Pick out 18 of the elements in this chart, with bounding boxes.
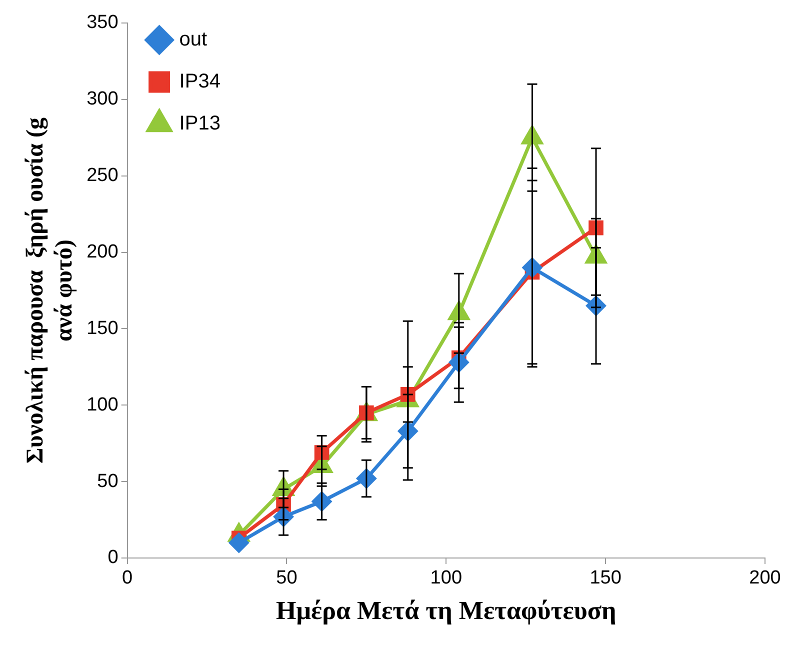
y-tick-label: 0 — [108, 547, 118, 568]
x-tick-label: 150 — [590, 568, 622, 589]
y-tick-label: 100 — [86, 394, 118, 416]
x-tick-label: 0 — [122, 568, 133, 589]
legend-label: IP34 — [179, 70, 220, 93]
x-tick-label: 100 — [430, 568, 462, 589]
x-tick-label: 50 — [276, 568, 298, 589]
x-axis-title: Ημέρα Μετά τη Μεταφύτευση — [276, 596, 616, 626]
y-tick-label: 300 — [86, 88, 118, 110]
y-tick-label: 200 — [86, 242, 118, 263]
y-tick-label: 150 — [86, 318, 118, 339]
legend-label: IP13 — [179, 112, 220, 135]
y-axis-title: Συνολική παρουσα ξηρή ουσία (g ανά φυτό) — [22, 118, 78, 464]
y-tick-label: 350 — [86, 12, 118, 34]
y-tick-label: 250 — [86, 165, 118, 186]
x-tick-label: 200 — [749, 568, 781, 589]
legend-label: out — [179, 28, 208, 51]
y-tick-label: 50 — [97, 470, 118, 492]
